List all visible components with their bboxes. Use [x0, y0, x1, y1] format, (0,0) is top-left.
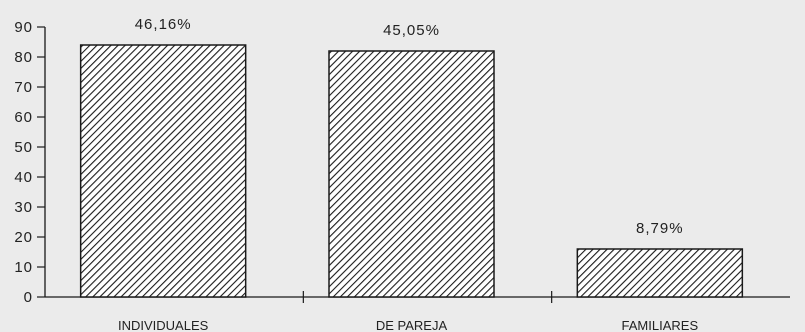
y-tick-label: 20 — [14, 229, 33, 246]
y-tick-label: 70 — [14, 79, 33, 96]
y-tick-label: 50 — [14, 139, 33, 156]
bar-de-pareja — [328, 50, 495, 298]
bar-familiares — [576, 248, 744, 298]
category-label: INDIVIDUALES — [118, 318, 209, 332]
labels: 46,16% INDIVIDUALES 45,05% DE PAREJA 8,79% FA… — [118, 16, 698, 332]
data-label: 45,05% — [383, 22, 440, 39]
y-tick-label: 90 — [14, 19, 33, 36]
category-label: DE PAREJA — [376, 318, 448, 332]
y-tick-label: 60 — [14, 109, 33, 126]
category-label: FAMILIARES — [622, 318, 699, 332]
y-tick-label: 30 — [14, 199, 33, 216]
y-tick-label: 0 — [24, 289, 33, 306]
data-label: 46,16% — [135, 16, 192, 33]
data-label: 8,79% — [636, 220, 684, 237]
y-tick-label: 80 — [14, 49, 33, 66]
bars — [79, 44, 744, 298]
y-tick-label: 10 — [14, 259, 33, 276]
y-tick-label: 40 — [14, 169, 33, 186]
bar-individuales — [79, 44, 247, 298]
